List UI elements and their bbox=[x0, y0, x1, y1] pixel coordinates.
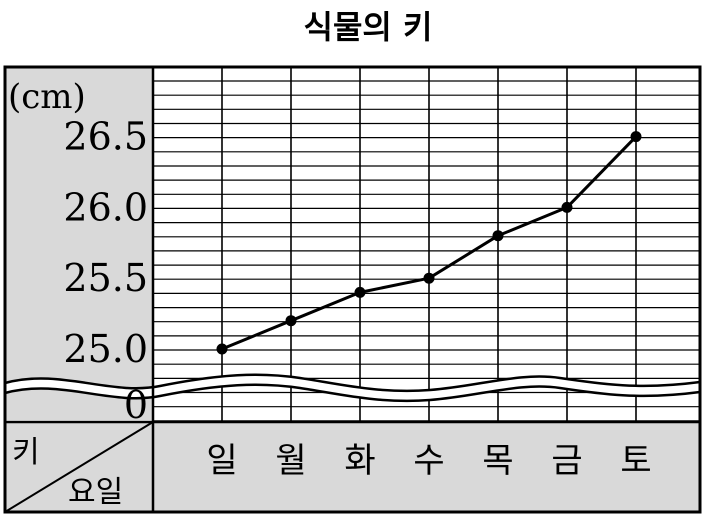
series-height bbox=[216, 131, 642, 355]
x-tick-label: 수 bbox=[413, 441, 444, 481]
data-point bbox=[561, 201, 573, 213]
chart-frame bbox=[3, 65, 702, 514]
data-point bbox=[216, 343, 228, 355]
x-tick-label: 일 bbox=[206, 441, 237, 481]
y-tick-label: 25.5 bbox=[63, 256, 148, 300]
y-tick-label: 26.0 bbox=[63, 185, 148, 229]
x-tick-label: 목 bbox=[482, 441, 513, 481]
y-tick-label-zero: 0 bbox=[124, 383, 148, 427]
grid-lines bbox=[153, 67, 700, 422]
unit-label: (cm) bbox=[8, 77, 86, 117]
axis-break bbox=[5, 374, 700, 401]
data-point bbox=[285, 315, 297, 327]
y-tick-label: 26.5 bbox=[63, 115, 148, 159]
chart-title: 식물의 키 bbox=[304, 8, 433, 46]
data-point bbox=[354, 286, 366, 298]
corner-top-label: 키 bbox=[12, 435, 40, 470]
corner-diagonal bbox=[4, 421, 154, 513]
y-axis-panel bbox=[5, 67, 153, 420]
x-tick-label: 금 bbox=[551, 441, 582, 481]
y-tick-labels: 26.5 26.0 25.5 25.0 0 bbox=[63, 115, 148, 427]
x-tick-label: 토 bbox=[620, 441, 651, 481]
data-point bbox=[630, 131, 642, 143]
corner-bottom-label: 요일 bbox=[68, 475, 123, 510]
data-point bbox=[423, 272, 435, 284]
y-tick-label: 25.0 bbox=[63, 327, 148, 371]
category-panel bbox=[153, 422, 700, 512]
x-tick-label: 화 bbox=[344, 441, 375, 481]
data-point bbox=[492, 230, 504, 242]
axis-break-top-edge bbox=[4, 373, 701, 393]
axis-break-bottom-edge bbox=[4, 383, 701, 403]
x-tick-label: 월 bbox=[275, 441, 306, 481]
